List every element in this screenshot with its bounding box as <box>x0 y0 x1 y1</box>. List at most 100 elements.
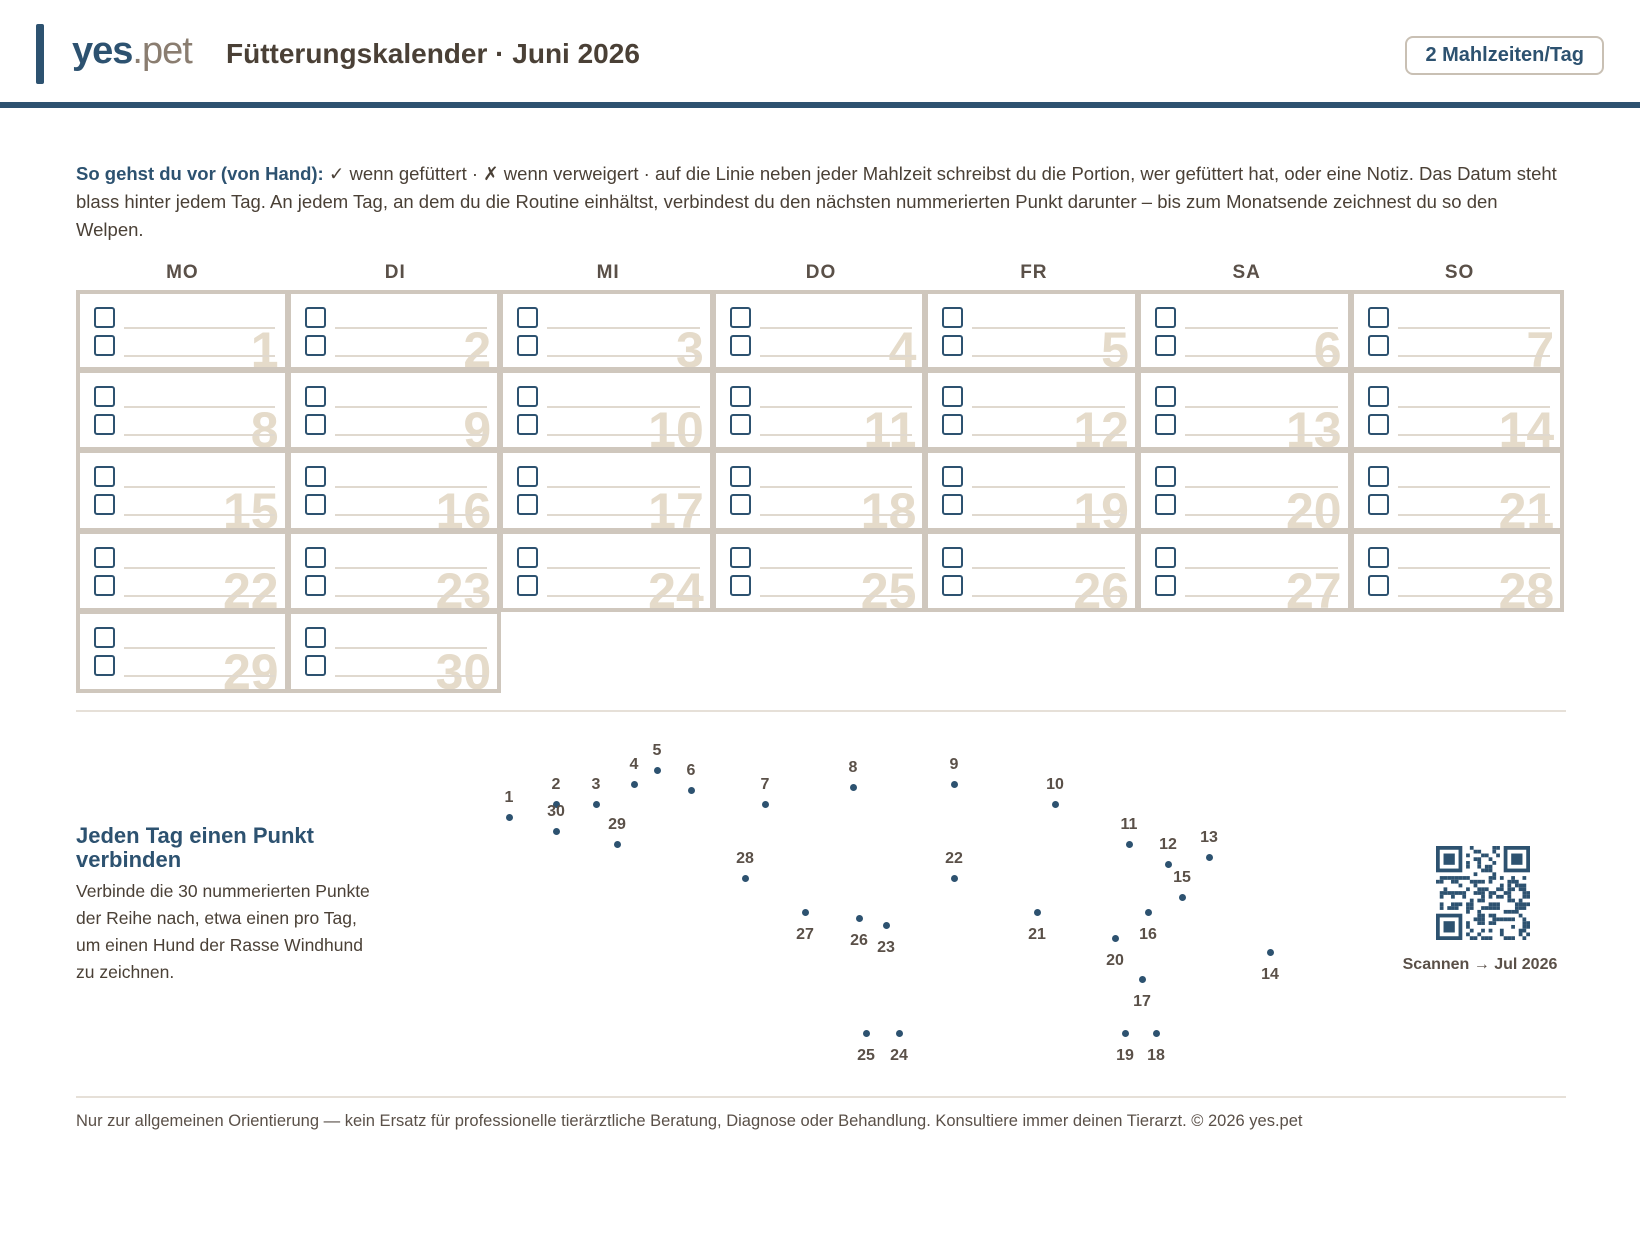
meal-note-line[interactable] <box>1185 405 1338 408</box>
meal-note-line[interactable] <box>334 566 488 569</box>
meal-checkbox[interactable] <box>94 546 115 568</box>
meal-checkbox[interactable] <box>517 413 539 435</box>
meal-note-line[interactable] <box>972 355 1125 357</box>
meal-note-line[interactable] <box>1397 433 1551 436</box>
meal-note-line[interactable] <box>1397 405 1551 408</box>
meal-note-line[interactable] <box>759 327 913 329</box>
meal-checkbox[interactable] <box>1367 466 1389 487</box>
meal-note-line[interactable] <box>1185 514 1338 516</box>
meal-checkbox[interactable] <box>942 546 964 568</box>
meal-note-line[interactable] <box>1185 355 1338 357</box>
meal-note-line[interactable] <box>547 327 700 329</box>
meal-checkbox[interactable] <box>304 494 326 515</box>
meal-checkbox[interactable] <box>942 385 964 407</box>
meal-checkbox[interactable] <box>942 494 964 515</box>
meal-note-line[interactable] <box>972 433 1125 436</box>
meal-note-line[interactable] <box>972 594 1125 597</box>
meal-note-line[interactable] <box>1185 433 1338 436</box>
meal-checkbox[interactable] <box>304 574 326 596</box>
meal-note-line[interactable] <box>547 514 700 516</box>
meal-note-line[interactable] <box>759 433 913 436</box>
meal-note-line[interactable] <box>334 514 488 516</box>
meal-note-line[interactable] <box>1185 594 1338 597</box>
meal-note-line[interactable] <box>759 405 913 408</box>
meal-note-line[interactable] <box>124 486 275 488</box>
meal-note-line[interactable] <box>547 433 700 436</box>
meal-checkbox[interactable] <box>1367 335 1389 356</box>
meal-note-line[interactable] <box>334 594 488 597</box>
meal-note-line[interactable] <box>759 594 913 597</box>
meal-checkbox[interactable] <box>729 335 751 356</box>
meal-note-line[interactable] <box>759 566 913 569</box>
meal-note-line[interactable] <box>334 675 488 677</box>
meal-checkbox[interactable] <box>94 627 115 648</box>
meal-checkbox[interactable] <box>1367 385 1389 407</box>
meal-note-line[interactable] <box>759 355 913 357</box>
meal-checkbox[interactable] <box>1367 574 1389 596</box>
meal-note-line[interactable] <box>547 405 700 408</box>
meal-checkbox[interactable] <box>729 574 751 596</box>
meal-note-line[interactable] <box>124 327 275 329</box>
meal-checkbox[interactable] <box>304 413 326 435</box>
meal-checkbox[interactable] <box>942 307 964 328</box>
meal-note-line[interactable] <box>1397 327 1551 329</box>
meal-checkbox[interactable] <box>304 546 326 568</box>
meal-note-line[interactable] <box>124 566 275 569</box>
meal-checkbox[interactable] <box>94 494 115 515</box>
meal-note-line[interactable] <box>1397 486 1551 488</box>
meal-checkbox[interactable] <box>304 466 326 487</box>
meal-checkbox[interactable] <box>1155 385 1176 407</box>
meal-checkbox[interactable] <box>304 385 326 407</box>
meal-note-line[interactable] <box>334 647 488 649</box>
meal-checkbox[interactable] <box>942 335 964 356</box>
meal-checkbox[interactable] <box>304 655 326 676</box>
meal-note-line[interactable] <box>759 486 913 488</box>
meal-checkbox[interactable] <box>1155 546 1176 568</box>
meal-checkbox[interactable] <box>94 655 115 676</box>
meal-note-line[interactable] <box>1397 566 1551 569</box>
meal-note-line[interactable] <box>1185 566 1338 569</box>
meal-checkbox[interactable] <box>729 494 751 515</box>
meal-checkbox[interactable] <box>942 413 964 435</box>
meal-note-line[interactable] <box>1397 355 1551 357</box>
meal-note-line[interactable] <box>972 486 1125 488</box>
meal-note-line[interactable] <box>124 405 275 408</box>
meal-checkbox[interactable] <box>1367 307 1389 328</box>
meal-checkbox[interactable] <box>1155 466 1176 487</box>
meal-checkbox[interactable] <box>304 307 326 328</box>
meal-checkbox[interactable] <box>94 466 115 487</box>
meal-note-line[interactable] <box>1185 486 1338 488</box>
meal-checkbox[interactable] <box>1155 413 1176 435</box>
meal-note-line[interactable] <box>334 433 488 436</box>
meal-checkbox[interactable] <box>729 413 751 435</box>
meal-checkbox[interactable] <box>1367 546 1389 568</box>
meal-checkbox[interactable] <box>1155 574 1176 596</box>
meal-checkbox[interactable] <box>517 546 539 568</box>
meal-checkbox[interactable] <box>94 307 115 328</box>
meal-checkbox[interactable] <box>94 335 115 356</box>
meal-note-line[interactable] <box>334 355 488 357</box>
meal-checkbox[interactable] <box>942 574 964 596</box>
meal-checkbox[interactable] <box>1367 494 1389 515</box>
meal-note-line[interactable] <box>124 433 275 436</box>
meal-note-line[interactable] <box>334 405 488 408</box>
meal-note-line[interactable] <box>124 647 275 649</box>
meal-note-line[interactable] <box>972 405 1125 408</box>
meal-checkbox[interactable] <box>729 385 751 407</box>
meal-checkbox[interactable] <box>304 627 326 648</box>
meal-checkbox[interactable] <box>517 494 539 515</box>
meal-checkbox[interactable] <box>1155 307 1176 328</box>
meal-note-line[interactable] <box>334 327 488 329</box>
meal-checkbox[interactable] <box>729 307 751 328</box>
meal-note-line[interactable] <box>547 486 700 488</box>
meal-note-line[interactable] <box>1185 327 1338 329</box>
meal-note-line[interactable] <box>124 675 275 677</box>
meal-note-line[interactable] <box>972 514 1125 516</box>
meal-checkbox[interactable] <box>729 466 751 487</box>
meal-note-line[interactable] <box>972 566 1125 569</box>
meal-note-line[interactable] <box>547 566 700 569</box>
meal-checkbox[interactable] <box>517 307 539 328</box>
meal-note-line[interactable] <box>124 514 275 516</box>
meal-checkbox[interactable] <box>304 335 326 356</box>
meal-checkbox[interactable] <box>1367 413 1389 435</box>
